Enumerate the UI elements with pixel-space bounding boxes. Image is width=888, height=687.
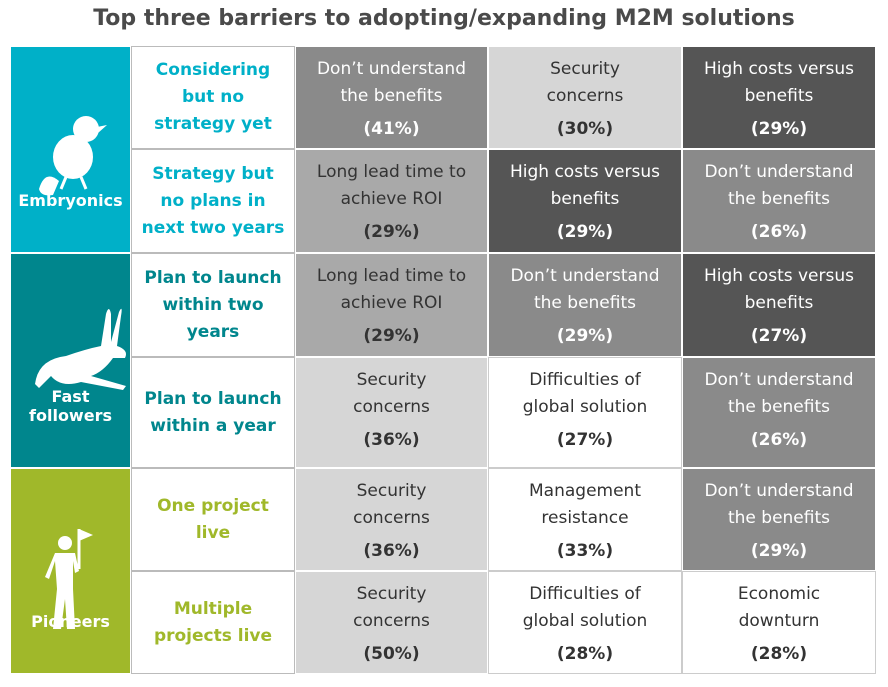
barrier-text: Security <box>356 370 427 390</box>
barrier-cell: Don’t understand the benefits (26%) <box>682 149 876 253</box>
barrier-text: the benefits <box>727 189 831 209</box>
barrier-text: concerns <box>353 397 430 417</box>
barrier-text: achieve ROI <box>340 293 443 313</box>
barrier-text: High costs versus <box>509 162 660 182</box>
barrier-percent: (41%) <box>363 119 420 139</box>
barrier-cell: Don’t understand the benefits (29%) <box>682 468 876 571</box>
barrier-text: concerns <box>546 86 624 106</box>
barrier-cell: Economic downturn (28%) <box>682 571 876 674</box>
barrier-cell: Long lead time to achieve ROI (29%) <box>295 149 488 253</box>
group-icon <box>45 529 93 629</box>
barrier-cell: Long lead time to achieve ROI (29%) <box>295 253 488 357</box>
barrier-cell: Security concerns (50%) <box>295 571 488 674</box>
barrier-text: Security <box>356 584 427 604</box>
group-band: Pioneers <box>10 468 131 674</box>
barrier-percent: (26%) <box>750 430 808 450</box>
barrier-percent: (29%) <box>363 326 420 346</box>
barrier-percent: (29%) <box>556 222 614 242</box>
group-label: Embryonics <box>18 191 123 210</box>
barrier-cell: Don’t understand the benefits (26%) <box>682 357 876 468</box>
barrier-percent: (29%) <box>556 326 614 346</box>
barrier-cell: High costs versus benefits (29%) <box>682 46 876 149</box>
barrier-cell: Security concerns (36%) <box>295 468 488 571</box>
barrier-text: benefits <box>744 293 814 313</box>
barrier-text: the benefits <box>340 86 443 106</box>
barrier-text: benefits <box>550 189 620 209</box>
stage-label: Plan to launch within two years <box>131 253 295 357</box>
barrier-percent: (27%) <box>556 430 614 450</box>
barrier-percent: (29%) <box>750 541 808 561</box>
barrier-text: High costs versus <box>703 266 854 286</box>
barrier-text: concerns <box>353 611 430 631</box>
stage-label: Plan to launch within a year <box>131 357 295 468</box>
group-icon <box>39 116 107 196</box>
barrier-text: Long lead time to <box>316 162 467 182</box>
barrier-percent: (50%) <box>363 644 420 664</box>
barrier-text: Long lead time to <box>316 266 467 286</box>
group-icon <box>35 308 126 390</box>
group-label: Fast followers <box>29 387 112 425</box>
group-band: Embryonics <box>10 46 131 253</box>
barrier-text: Economic <box>737 584 821 604</box>
barrier-text: Don’t understand <box>704 481 854 501</box>
barrier-text: global solution <box>522 397 648 417</box>
barrier-cell: Difficulties of global solution (27%) <box>488 357 682 468</box>
barrier-text: the benefits <box>727 397 831 417</box>
barrier-percent: (29%) <box>750 119 808 139</box>
barrier-cell: Don’t understand the benefits (29%) <box>488 253 682 357</box>
stage-label: One project live <box>131 468 295 571</box>
barrier-text: Security <box>356 481 427 501</box>
barrier-text: Don’t understand <box>316 59 467 79</box>
barrier-text: Don’t understand <box>704 370 854 390</box>
barrier-text: global solution <box>522 611 648 631</box>
barrier-text: High costs versus <box>703 59 854 79</box>
barrier-cell: Security concerns (36%) <box>295 357 488 468</box>
barrier-cell: Don’t understand the benefits (41%) <box>295 46 488 149</box>
barrier-text: benefits <box>744 86 814 106</box>
barrier-text: Management <box>529 481 641 501</box>
stage-label: Strategy but no plans in next two years <box>131 149 295 253</box>
group-band: Fast followers <box>10 253 131 468</box>
barrier-cell: High costs versus benefits (29%) <box>488 149 682 253</box>
barrier-percent: (36%) <box>363 430 420 450</box>
barrier-text: the benefits <box>533 293 637 313</box>
barrier-percent: (36%) <box>363 541 420 561</box>
barrier-cell: High costs versus benefits (27%) <box>682 253 876 357</box>
barrier-text: the benefits <box>727 508 831 528</box>
barrier-percent: (27%) <box>750 326 808 346</box>
barrier-percent: (33%) <box>556 541 614 561</box>
stage-label: Considering but no strategy yet <box>131 46 295 149</box>
barrier-text: Don’t understand <box>704 162 854 182</box>
barrier-text: Difficulties of <box>529 584 641 604</box>
barrier-text: Security <box>550 59 620 79</box>
barrier-cell: Security concerns (30%) <box>488 46 682 149</box>
barrier-percent: (30%) <box>556 119 614 139</box>
barrier-percent: (28%) <box>556 644 614 664</box>
barrier-text: concerns <box>353 508 430 528</box>
barrier-text: downturn <box>738 611 820 631</box>
barrier-percent: (28%) <box>750 644 808 664</box>
barrier-text: resistance <box>541 508 629 528</box>
barrier-text: Don’t understand <box>510 266 660 286</box>
stage-label: Multiple projects live <box>131 571 295 674</box>
title: Top three barriers to adopting/expanding… <box>93 6 795 31</box>
barrier-cell: Management resistance (33%) <box>488 468 682 571</box>
barrier-cell: Difficulties of global solution (28%) <box>488 571 682 674</box>
barrier-percent: (26%) <box>750 222 808 242</box>
barrier-text: Difficulties of <box>529 370 641 390</box>
barrier-percent: (29%) <box>363 222 420 242</box>
barrier-text: achieve ROI <box>340 189 443 209</box>
group-label: Pioneers <box>31 612 110 631</box>
